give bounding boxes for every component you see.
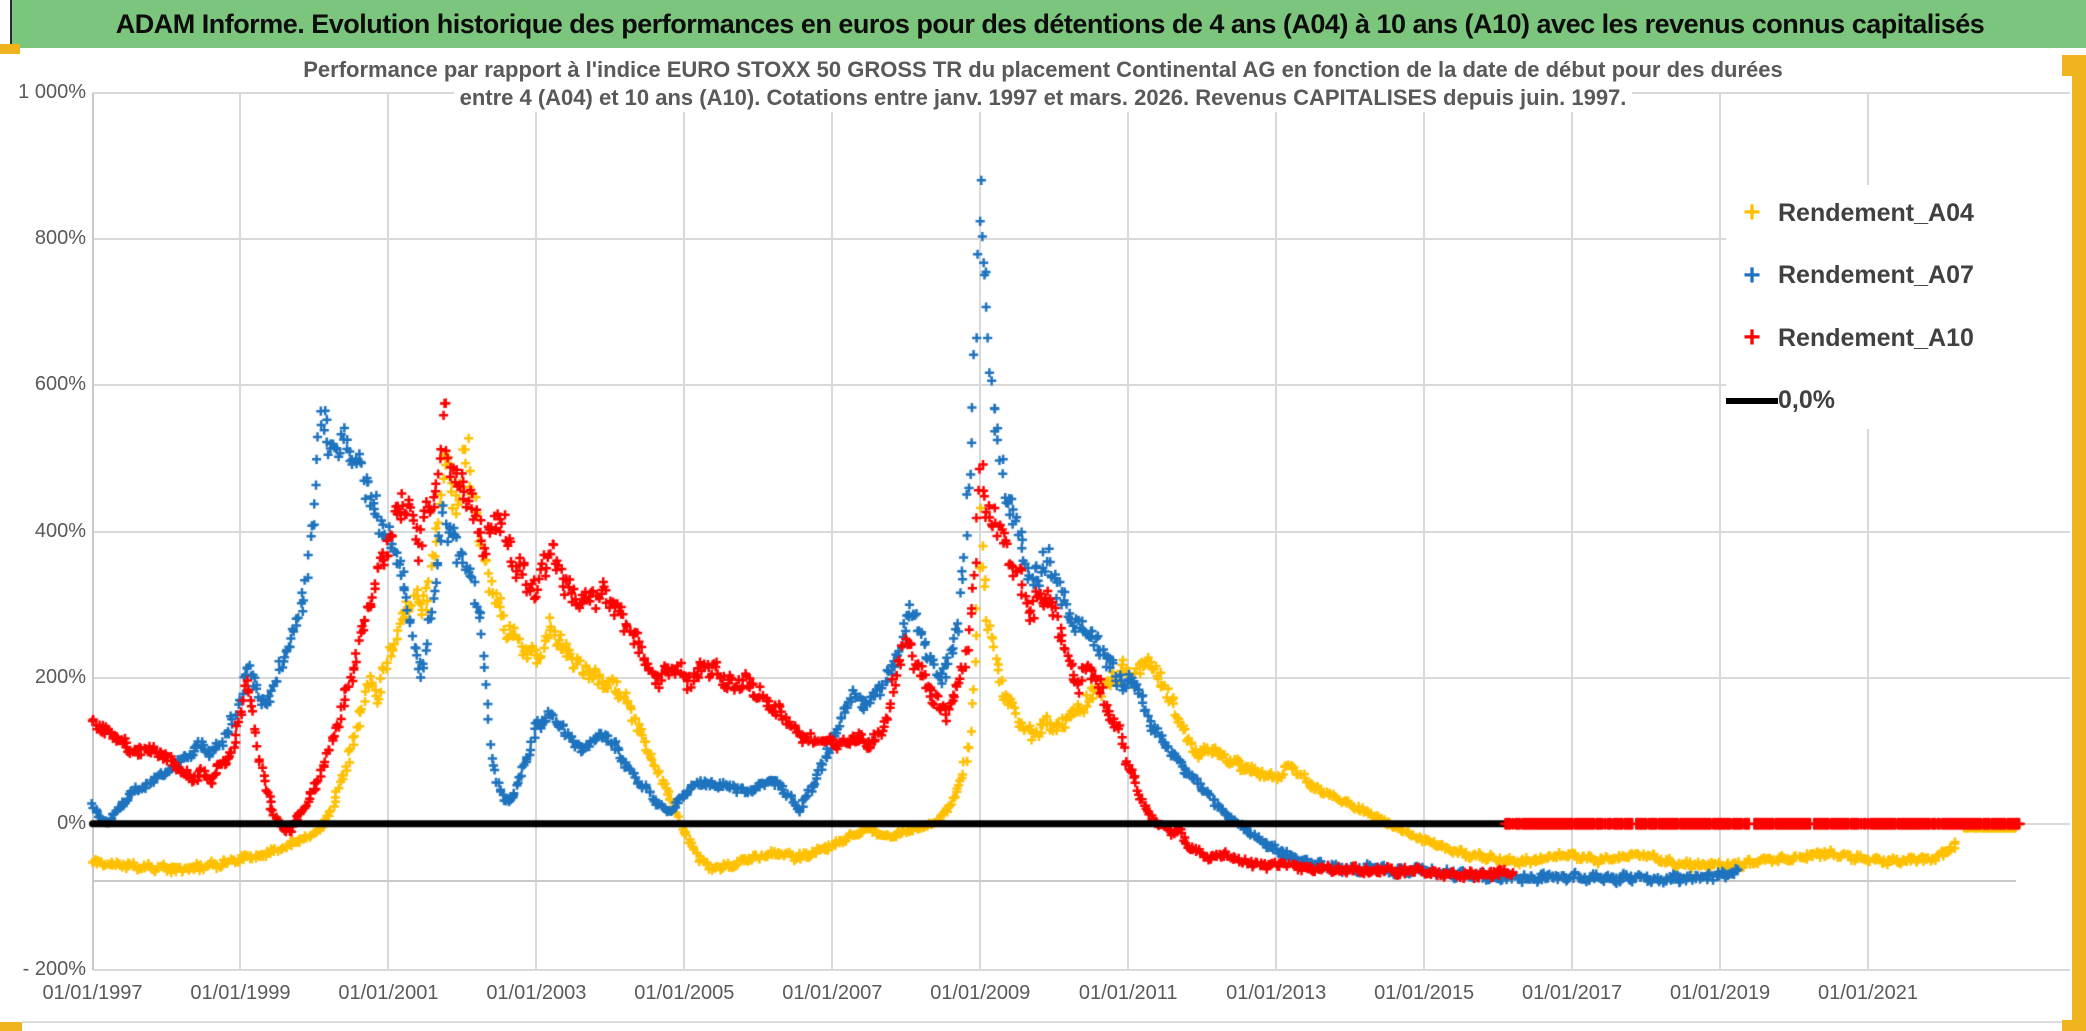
legend-item-rendement-a07[interactable]: + Rendement_A07 [1726, 254, 2076, 298]
y-tick-label: 1 000% [18, 81, 86, 103]
legend-line-swatch [1726, 397, 1778, 404]
x-tick-label: 01/01/2001 [338, 982, 439, 1004]
selection-bar-right[interactable] [2072, 76, 2086, 1022]
x-tick-label: 01/01/2007 [782, 982, 883, 1004]
y-tick-label: 600% [34, 373, 86, 396]
legend-label: 0,0% [1778, 386, 1835, 415]
zero-line-swatch [1726, 397, 1778, 404]
x-tick-label: 01/01/2019 [1669, 982, 1771, 1004]
y-tick-label: 200% [34, 665, 86, 688]
selection-handle-right-top[interactable] [2062, 55, 2086, 76]
chart-title: Performance par rapport à l'indice EURO … [0, 56, 2086, 112]
chart-title-line1: Performance par rapport à l'indice EURO … [297, 56, 1789, 84]
y-tick-label: 0% [57, 811, 86, 834]
legend-item-rendement-a10[interactable]: + Rendement_A10 [1726, 316, 2076, 360]
x-tick-label: 01/01/1997 [42, 982, 143, 1004]
legend-label: Rendement_A07 [1778, 261, 1974, 290]
chart-bottom-edge [22, 1021, 2062, 1023]
legend: + Rendement_A04 + Rendement_A07 + Rendement_A… [1726, 185, 2076, 429]
legend-plus-marker-icon: + [1743, 258, 1761, 292]
legend-label: Rendement_A10 [1778, 323, 1974, 352]
legend-label: Rendement_A04 [1778, 198, 1974, 227]
legend-plus-marker-icon: + [1743, 321, 1761, 355]
legend-plus-marker-icon: + [1743, 196, 1761, 229]
legend-item-rendement-a04[interactable]: + Rendement_A04 [1726, 191, 2076, 235]
x-tick-label: 01/01/2005 [634, 982, 735, 1004]
y-tick-label: 800% [34, 227, 86, 250]
x-tick-label: 01/01/2017 [1522, 982, 1623, 1004]
chart-title-line2: entre 4 (A04) et 10 ans (A10). Cotations… [453, 84, 1633, 112]
selection-handle-bottom-left[interactable] [0, 1022, 22, 1031]
y-tick-label: 400% [34, 519, 86, 542]
x-tick-label: 01/01/2009 [930, 982, 1031, 1004]
legend-item-0-0-[interactable]: 0,0% [1726, 379, 2076, 423]
selection-handle-bottom-right[interactable] [2062, 1020, 2086, 1031]
x-tick-label: 01/01/2011 [1078, 982, 1178, 1004]
x-tick-label: 01/01/2021 [1817, 982, 1919, 1004]
x-tick-label: 01/01/2003 [486, 982, 587, 1004]
y-tick-label: - 200% [22, 958, 86, 980]
x-tick-label: 01/01/2013 [1226, 982, 1327, 1004]
x-tick-label: 01/01/1999 [190, 982, 291, 1004]
selection-handle-top-left[interactable] [0, 44, 20, 54]
x-tick-label: 01/01/2015 [1374, 982, 1475, 1004]
